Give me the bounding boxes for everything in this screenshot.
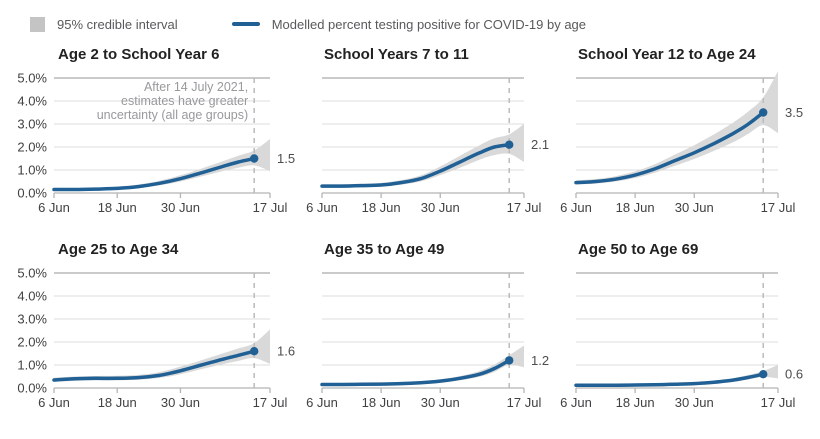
chart-panel-age-25-to-age-34: Age 25 to Age 34 5.0% 4.0% 3.0% 2.0% 1.0% 0.0… xyxy=(8,241,304,414)
chart-canvas: 5.0% 4.0% 3.0% 2.0% 1.0% 0.0%6 Jun 18 Jun 30 Ju… xyxy=(17,71,295,216)
x-tick-label: 17 Jul xyxy=(507,395,542,410)
credible-interval-legend-label: 95% credible interval xyxy=(57,16,178,32)
x-tick-label: 17 Jul xyxy=(253,200,288,215)
x-tick-label: 30 Jun xyxy=(421,395,460,410)
panel-title: School Year 12 to Age 24 xyxy=(578,46,756,63)
end-value-label: 1.5 xyxy=(277,151,295,166)
end-value-label: 0.6 xyxy=(785,367,803,382)
x-tick-label: 6 Jun xyxy=(560,395,592,410)
annotation-text: estimates have greater xyxy=(121,94,248,108)
end-point-dot xyxy=(759,108,768,117)
y-tick-label: 5.0% xyxy=(17,71,47,86)
modelled-line-swatch-icon xyxy=(231,22,260,26)
y-tick-label: 0.0% xyxy=(17,381,47,396)
x-tick-label: 18 Jun xyxy=(616,200,655,215)
y-tick-label: 0.0% xyxy=(17,186,47,201)
end-point-dot xyxy=(249,347,259,356)
trend-line xyxy=(52,349,256,382)
annotation-text: uncertainty (all age groups) xyxy=(97,108,248,122)
chart-panel-age-35-to-age-49: Age 35 to Age 49 6 Jun 18 Jun 30 Jun 17 Jul… xyxy=(306,241,558,414)
x-tick-label: 17 Jul xyxy=(761,200,796,215)
x-tick-label: 6 Jun xyxy=(306,200,338,215)
trend-line xyxy=(320,142,511,188)
chart-canvas: 6 Jun 18 Jun 30 Jun 17 Jul 0.6 xyxy=(560,272,803,410)
chart-panel-school-years-7-to-11: School Years 7 to 11 6 Jun 18 Jun 30 Jun 17… xyxy=(306,46,558,219)
trend-line xyxy=(52,156,256,192)
x-tick-label: 17 Jul xyxy=(761,395,796,410)
trend-line xyxy=(574,110,765,185)
x-tick-label: 30 Jun xyxy=(161,395,200,410)
credible-interval-swatch-icon xyxy=(30,16,45,32)
y-tick-label: 2.0% xyxy=(17,140,47,155)
end-point-dot xyxy=(249,154,259,163)
panel-title: Age 35 to Age 49 xyxy=(324,241,445,258)
x-tick-label: 30 Jun xyxy=(421,200,460,215)
x-tick-label: 6 Jun xyxy=(38,200,70,215)
credible-interval-band xyxy=(322,124,524,188)
y-tick-label: 1.0% xyxy=(17,163,47,178)
y-tick-label: 1.0% xyxy=(17,358,47,373)
end-value-label: 1.2 xyxy=(531,353,549,368)
chart-canvas: 6 Jun 18 Jun 30 Jun 17 Jul 1.2 xyxy=(306,272,549,410)
x-tick-label: 30 Jun xyxy=(161,200,200,215)
end-point-dot xyxy=(505,140,514,149)
x-tick-label: 6 Jun xyxy=(560,200,592,215)
y-tick-label: 3.0% xyxy=(17,312,47,327)
x-tick-label: 6 Jun xyxy=(306,395,338,410)
x-tick-label: 30 Jun xyxy=(675,395,714,410)
end-value-label: 3.5 xyxy=(785,105,803,120)
chart-panel-school-year-12-to-age-24: School Year 12 to Age 24 6 Jun 18 Jun 30 J… xyxy=(560,46,812,219)
y-tick-label: 4.0% xyxy=(17,289,47,304)
chart-panel-age-2-to-school-year-6: Age 2 to School Year 6 5.0% 4.0% 3.0% 2.0% 1… xyxy=(8,46,304,219)
x-tick-label: 18 Jun xyxy=(98,200,137,215)
x-tick-label: 18 Jun xyxy=(362,395,401,410)
panel-title: Age 50 to Age 69 xyxy=(578,241,699,258)
y-tick-label: 4.0% xyxy=(17,94,47,109)
x-tick-label: 17 Jul xyxy=(253,395,288,410)
x-tick-label: 18 Jun xyxy=(362,200,401,215)
end-point-dot xyxy=(759,370,768,379)
trend-line xyxy=(574,372,765,387)
credible-interval-band xyxy=(576,71,778,185)
end-value-label: 2.1 xyxy=(531,137,549,152)
x-tick-label: 30 Jun xyxy=(675,200,714,215)
credible-interval-band xyxy=(54,329,270,382)
chart-canvas: 5.0% 4.0% 3.0% 2.0% 1.0% 0.0%6 Jun 18 Jun 30 Ju… xyxy=(17,266,295,411)
panel-title: School Years 7 to 11 xyxy=(324,46,469,63)
end-point-dot xyxy=(505,356,514,365)
y-tick-label: 3.0% xyxy=(17,117,47,132)
x-tick-label: 6 Jun xyxy=(38,395,70,410)
y-tick-label: 2.0% xyxy=(17,335,47,350)
panel-title: Age 25 to Age 34 xyxy=(58,241,179,258)
chart-canvas: 6 Jun 18 Jun 30 Jun 17 Jul 2.1 xyxy=(306,77,549,215)
trend-line xyxy=(320,358,511,387)
chart-panel-age-50-to-age-69: Age 50 to Age 69 6 Jun 18 Jun 30 Jun 17 Jul… xyxy=(560,241,812,414)
x-tick-label: 18 Jun xyxy=(98,395,137,410)
x-tick-label: 18 Jun xyxy=(616,395,655,410)
chart-canvas: 6 Jun 18 Jun 30 Jun 17 Jul 3.5 xyxy=(560,71,803,215)
modelled-line-legend-label: Modelled percent testing positive for CO… xyxy=(271,16,587,32)
chart-legend: 95% credible interval Modelled percent t… xyxy=(0,0,820,34)
panel-title: Age 2 to School Year 6 xyxy=(58,46,220,63)
annotation-text: After 14 July 2021, xyxy=(144,80,248,94)
y-tick-label: 5.0% xyxy=(17,266,47,281)
small-multiples-grid: Age 2 to School Year 6 5.0% 4.0% 3.0% 2.0% 1… xyxy=(0,34,820,414)
x-tick-label: 17 Jul xyxy=(507,200,542,215)
end-value-label: 1.6 xyxy=(277,344,295,359)
